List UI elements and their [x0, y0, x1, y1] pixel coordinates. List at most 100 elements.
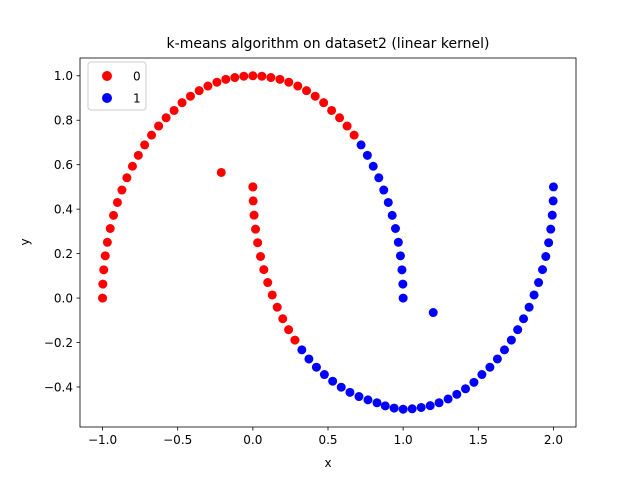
- legend-marker-series-0: [102, 71, 112, 81]
- data-point-series-1-35: [477, 370, 487, 380]
- data-point-series-1-23: [372, 398, 382, 408]
- data-point-series-1-49: [547, 210, 557, 220]
- data-point-series-0-27: [266, 73, 276, 83]
- data-point-series-0-4: [102, 237, 112, 247]
- data-point-series-1-13: [428, 308, 438, 318]
- data-point-series-0-26: [257, 71, 267, 81]
- y-tick-label-0: −0.4: [44, 380, 73, 394]
- data-point-series-0-37: [349, 130, 359, 140]
- data-point-series-1-6: [387, 210, 397, 220]
- data-point-series-1-18: [328, 376, 338, 386]
- data-point-series-1-27: [407, 404, 417, 414]
- data-point-series-1-2: [368, 161, 378, 171]
- data-point-series-0-31: [302, 86, 312, 96]
- data-point-series-0-24: [239, 71, 249, 81]
- data-point-series-0-7: [112, 197, 122, 207]
- x-axis-label: x: [324, 456, 331, 470]
- y-tick-label-6: 0.8: [54, 114, 73, 128]
- y-tick-label-1: −0.2: [44, 336, 73, 350]
- y-tick-label-2: 0.0: [54, 291, 73, 305]
- data-point-series-1-28: [416, 402, 426, 412]
- data-point-series-0-32: [310, 91, 320, 101]
- data-point-series-1-26: [398, 404, 408, 414]
- data-point-series-0-43: [251, 224, 261, 234]
- data-point-series-1-45: [537, 265, 547, 275]
- data-point-series-1-21: [354, 392, 364, 402]
- data-point-series-0-34: [327, 105, 337, 115]
- data-point-series-1-19: [336, 382, 346, 392]
- data-point-series-0-50: [278, 314, 288, 324]
- data-point-series-0-36: [342, 121, 352, 131]
- data-point-series-1-8: [393, 237, 403, 247]
- x-tick-label-2: 0.0: [243, 433, 262, 447]
- y-axis-label: y: [18, 238, 32, 245]
- axes-layer: −1.0 −0.5 0.0 0.5 1.0 1.5 2.0 −0.4 −0.2 0.0 0.2 0.4…: [44, 57, 577, 447]
- data-point-series-0-25: [248, 71, 258, 81]
- data-point-series-1-9: [395, 251, 405, 261]
- data-point-series-1-50: [548, 196, 558, 206]
- data-point-series-0-15: [161, 113, 171, 123]
- data-point-series-0-1: [98, 279, 108, 289]
- y-tick-label-3: 0.2: [54, 247, 73, 261]
- y-tick-label-5: 0.6: [54, 158, 73, 172]
- data-point-series-1-0: [356, 140, 366, 150]
- data-point-series-0-47: [263, 278, 273, 288]
- legend-label-series-1: 1: [133, 92, 141, 106]
- data-point-series-0-19: [194, 86, 204, 96]
- data-point-series-0-3: [100, 251, 110, 261]
- data-point-series-1-48: [546, 224, 556, 234]
- data-point-series-0-8: [117, 185, 127, 195]
- data-point-series-0-12: [140, 140, 150, 150]
- data-point-series-0-38: [216, 167, 226, 177]
- data-point-series-0-30: [293, 81, 303, 91]
- data-point-series-0-0: [98, 293, 108, 303]
- x-tick-label-3: 0.5: [318, 433, 337, 447]
- data-point-series-0-33: [319, 98, 329, 108]
- data-point-series-0-13: [147, 130, 157, 140]
- points-layer: [98, 71, 558, 414]
- data-point-series-0-20: [203, 81, 213, 91]
- legend-label-series-0: 0: [133, 70, 141, 84]
- data-point-series-1-40: [513, 325, 523, 335]
- data-point-series-0-14: [154, 121, 164, 131]
- data-point-series-1-10: [397, 265, 407, 275]
- data-point-series-0-5: [105, 224, 115, 233]
- data-point-series-1-37: [492, 354, 502, 364]
- data-point-series-1-3: [374, 173, 384, 183]
- data-point-series-1-24: [380, 401, 390, 411]
- data-point-series-0-9: [122, 173, 132, 183]
- data-point-series-1-29: [425, 401, 435, 411]
- data-point-series-1-31: [443, 394, 453, 404]
- data-point-series-1-4: [379, 185, 389, 195]
- data-point-series-1-34: [469, 377, 479, 387]
- data-point-series-0-29: [284, 77, 294, 87]
- data-point-series-0-52: [290, 335, 300, 345]
- data-point-series-1-43: [529, 290, 539, 300]
- x-tick-label-5: 1.5: [469, 433, 488, 447]
- data-point-series-1-47: [544, 238, 554, 248]
- data-point-series-0-51: [284, 325, 294, 335]
- data-point-series-1-1: [362, 150, 372, 160]
- legend: 0 1: [87, 61, 147, 111]
- data-point-series-0-17: [177, 98, 187, 108]
- y-tick-label-7: 1.0: [54, 69, 73, 83]
- data-point-series-1-15: [304, 354, 314, 364]
- data-point-series-1-36: [485, 362, 495, 372]
- data-point-series-1-12: [398, 293, 408, 303]
- data-point-series-0-18: [185, 91, 195, 101]
- data-point-series-1-32: [452, 389, 462, 399]
- legend-marker-series-1: [102, 93, 112, 103]
- data-point-series-1-39: [506, 335, 516, 345]
- data-point-series-1-14: [297, 345, 307, 355]
- data-point-series-1-38: [499, 345, 509, 355]
- data-point-series-0-21: [212, 77, 222, 87]
- data-point-series-1-16: [311, 362, 321, 372]
- data-point-series-0-35: [335, 113, 345, 123]
- data-point-series-0-2: [99, 265, 109, 275]
- data-point-series-1-46: [541, 252, 551, 261]
- x-tick-label-4: 1.0: [394, 433, 413, 447]
- x-tick-label-6: 2.0: [544, 433, 563, 447]
- data-point-series-0-16: [169, 105, 179, 115]
- data-point-series-1-42: [524, 302, 534, 312]
- data-point-series-0-10: [127, 161, 137, 171]
